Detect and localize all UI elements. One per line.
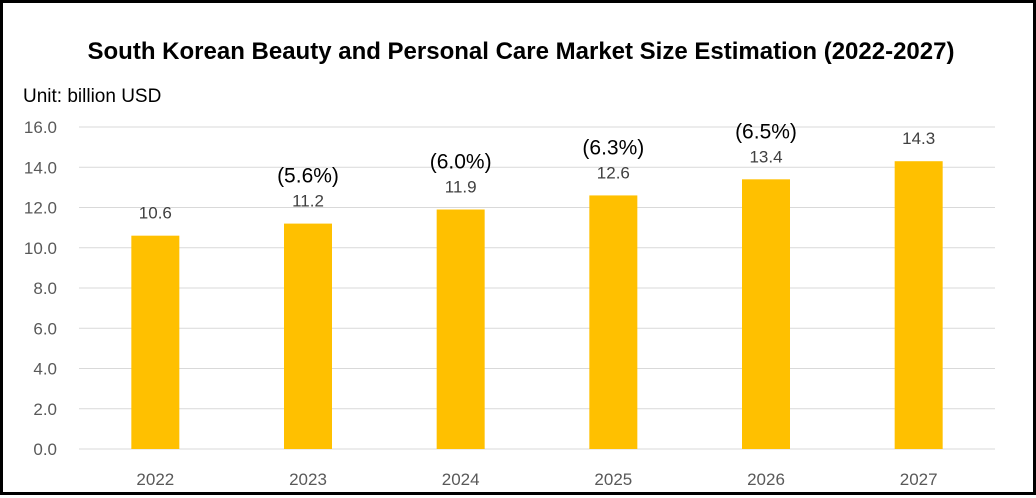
- x-tick-label: 2025: [594, 470, 632, 489]
- x-tick-label: 2022: [136, 470, 174, 489]
- gridlines: [79, 126, 995, 450]
- value-label: 14.3: [902, 129, 935, 148]
- bars: [131, 161, 943, 449]
- y-axis-ticks: 0.0 2.0 4.0 6.0 8.0 10.0 12.0 14.0 16.0: [24, 118, 57, 459]
- y-tick-label: 0.0: [33, 440, 57, 459]
- growth-rate-label: (5.6%): [277, 165, 339, 188]
- y-tick-label: 10.0: [24, 239, 57, 258]
- y-tick-label: 16.0: [24, 118, 57, 137]
- bar-2022: [131, 235, 180, 449]
- bar-2023: [284, 223, 332, 449]
- value-label: 11.2: [292, 192, 324, 211]
- y-tick-label: 12.0: [24, 199, 57, 218]
- y-tick-label: 4.0: [33, 360, 57, 379]
- growth-rate-label: (6.5%): [735, 120, 797, 143]
- y-tick-label: 2.0: [33, 400, 57, 419]
- value-label: 13.4: [749, 147, 782, 166]
- growth-rate-label: (6.0%): [430, 151, 492, 174]
- unit-label: Unit: billion USD: [23, 86, 161, 107]
- y-tick-label: 8.0: [33, 279, 57, 298]
- x-tick-label: 2024: [442, 470, 480, 489]
- x-axis-ticks: 2022 2023 2024 2025 2026 2027: [136, 470, 937, 489]
- growth-rate-label: (6.3%): [582, 136, 644, 159]
- bar-chart: South Korean Beauty and Personal Care Ma…: [23, 38, 995, 489]
- x-tick-label: 2026: [747, 470, 785, 489]
- chart-title: South Korean Beauty and Personal Care Ma…: [88, 38, 955, 65]
- y-tick-label: 14.0: [24, 158, 57, 177]
- value-label: 11.9: [445, 178, 477, 197]
- y-tick-label: 6.0: [33, 319, 57, 338]
- x-tick-label: 2027: [900, 470, 938, 489]
- bar-2024: [436, 209, 485, 449]
- x-tick-label: 2023: [289, 470, 327, 489]
- value-label: 10.6: [139, 204, 172, 223]
- bar-2027: [894, 161, 943, 449]
- bar-2026: [742, 179, 790, 449]
- bar-2025: [589, 195, 638, 449]
- data-labels: 10.6 11.2 (5.6%) 11.9 (6.0%) 12.6 (6.3%) 13.4 (6…: [139, 120, 935, 222]
- value-label: 12.6: [597, 163, 630, 182]
